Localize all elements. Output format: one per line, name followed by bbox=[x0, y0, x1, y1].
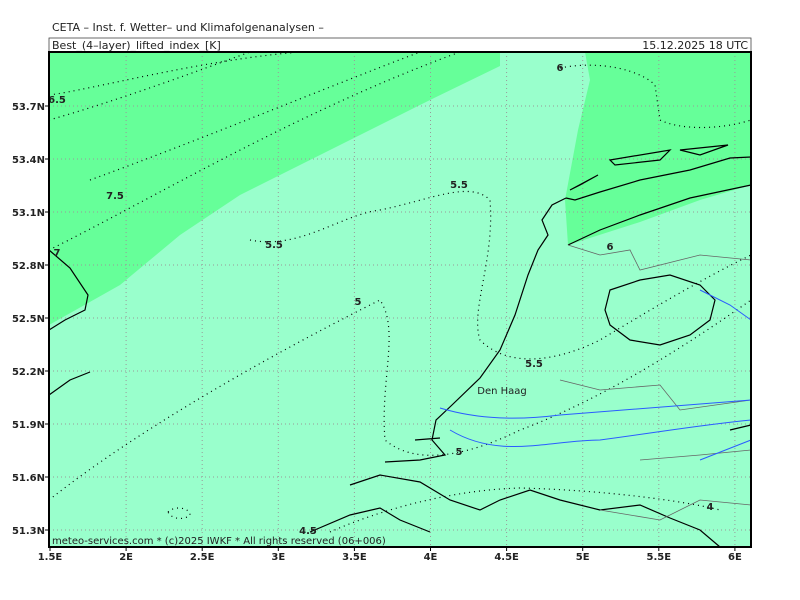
latitude-label: 51.6N bbox=[12, 473, 45, 484]
latitude-label: 53.4N bbox=[12, 155, 45, 166]
latitude-label: 51.9N bbox=[12, 420, 45, 431]
contour-label: 7 bbox=[54, 248, 61, 259]
contour bbox=[329, 487, 721, 533]
longitude-label: 3E bbox=[271, 552, 285, 563]
contour-label: 4.5 bbox=[299, 526, 317, 537]
longitude-label: 6E bbox=[728, 552, 742, 563]
axes: 1.5E 2E 2.5E 3E 3.5E 4E 4.5E 5E 5.5E 6E 53.7N 53.4N… bbox=[12, 102, 742, 563]
contour-label: 6 bbox=[607, 242, 614, 253]
contour-label: 7.5 bbox=[106, 191, 124, 202]
contour-label: 4 bbox=[707, 502, 714, 513]
map-frame bbox=[48, 51, 752, 548]
river bbox=[439, 289, 752, 461]
field-dark bbox=[565, 52, 751, 245]
contour-label: 5 bbox=[355, 297, 362, 308]
parameter-title: Best_(4–layer)_lifted_index_[K] bbox=[52, 39, 221, 52]
latitude-label: 52.2N bbox=[12, 367, 45, 378]
contour-label: 6.5 bbox=[48, 95, 66, 106]
longitude-label: 2E bbox=[119, 552, 133, 563]
contour bbox=[48, 51, 752, 251]
latitude-label: 51.3N bbox=[12, 526, 45, 537]
latitude-label: 52.5N bbox=[12, 314, 45, 325]
contour-label: 5 bbox=[456, 447, 463, 458]
longitude-label: 2.5E bbox=[190, 552, 215, 563]
grid bbox=[49, 52, 751, 547]
field-dark bbox=[49, 52, 500, 325]
longitude-label: 1.5E bbox=[38, 552, 63, 563]
map-area: 6 6.5 7.5 5.5 5.5 7 6 5 5.5 5 4.5 4 Den … bbox=[48, 51, 752, 548]
contour bbox=[48, 299, 752, 501]
contour-label: 5.5 bbox=[265, 240, 283, 251]
contour-label: 5.5 bbox=[525, 359, 543, 370]
latitude-label: 53.7N bbox=[12, 102, 45, 113]
coastline bbox=[48, 144, 752, 548]
latitude-label: 52.8N bbox=[12, 261, 45, 272]
longitude-label: 5E bbox=[576, 552, 590, 563]
longitude-label: 3.5E bbox=[342, 552, 367, 563]
longitude-label: 4E bbox=[424, 552, 438, 563]
copyright-footer: meteo-services.com * (c)2025 IWKF * All … bbox=[52, 536, 386, 547]
longitude-label: 5.5E bbox=[647, 552, 672, 563]
institute-title: CETA – Inst. f. Wetter– und Klimafolgena… bbox=[52, 21, 324, 34]
longitude-label: 4.5E bbox=[494, 552, 519, 563]
contour-label: 5.5 bbox=[450, 180, 468, 191]
admin-border bbox=[559, 244, 752, 521]
valid-time: 15.12.2025 18 UTC bbox=[642, 39, 748, 52]
contour-label: 6 bbox=[557, 63, 564, 74]
city-label: Den Haag bbox=[477, 386, 527, 397]
contour-labels: 6 6.5 7.5 5.5 5.5 7 6 5 5.5 5 4.5 4 bbox=[48, 63, 713, 537]
latitude-label: 53.1N bbox=[12, 208, 45, 219]
